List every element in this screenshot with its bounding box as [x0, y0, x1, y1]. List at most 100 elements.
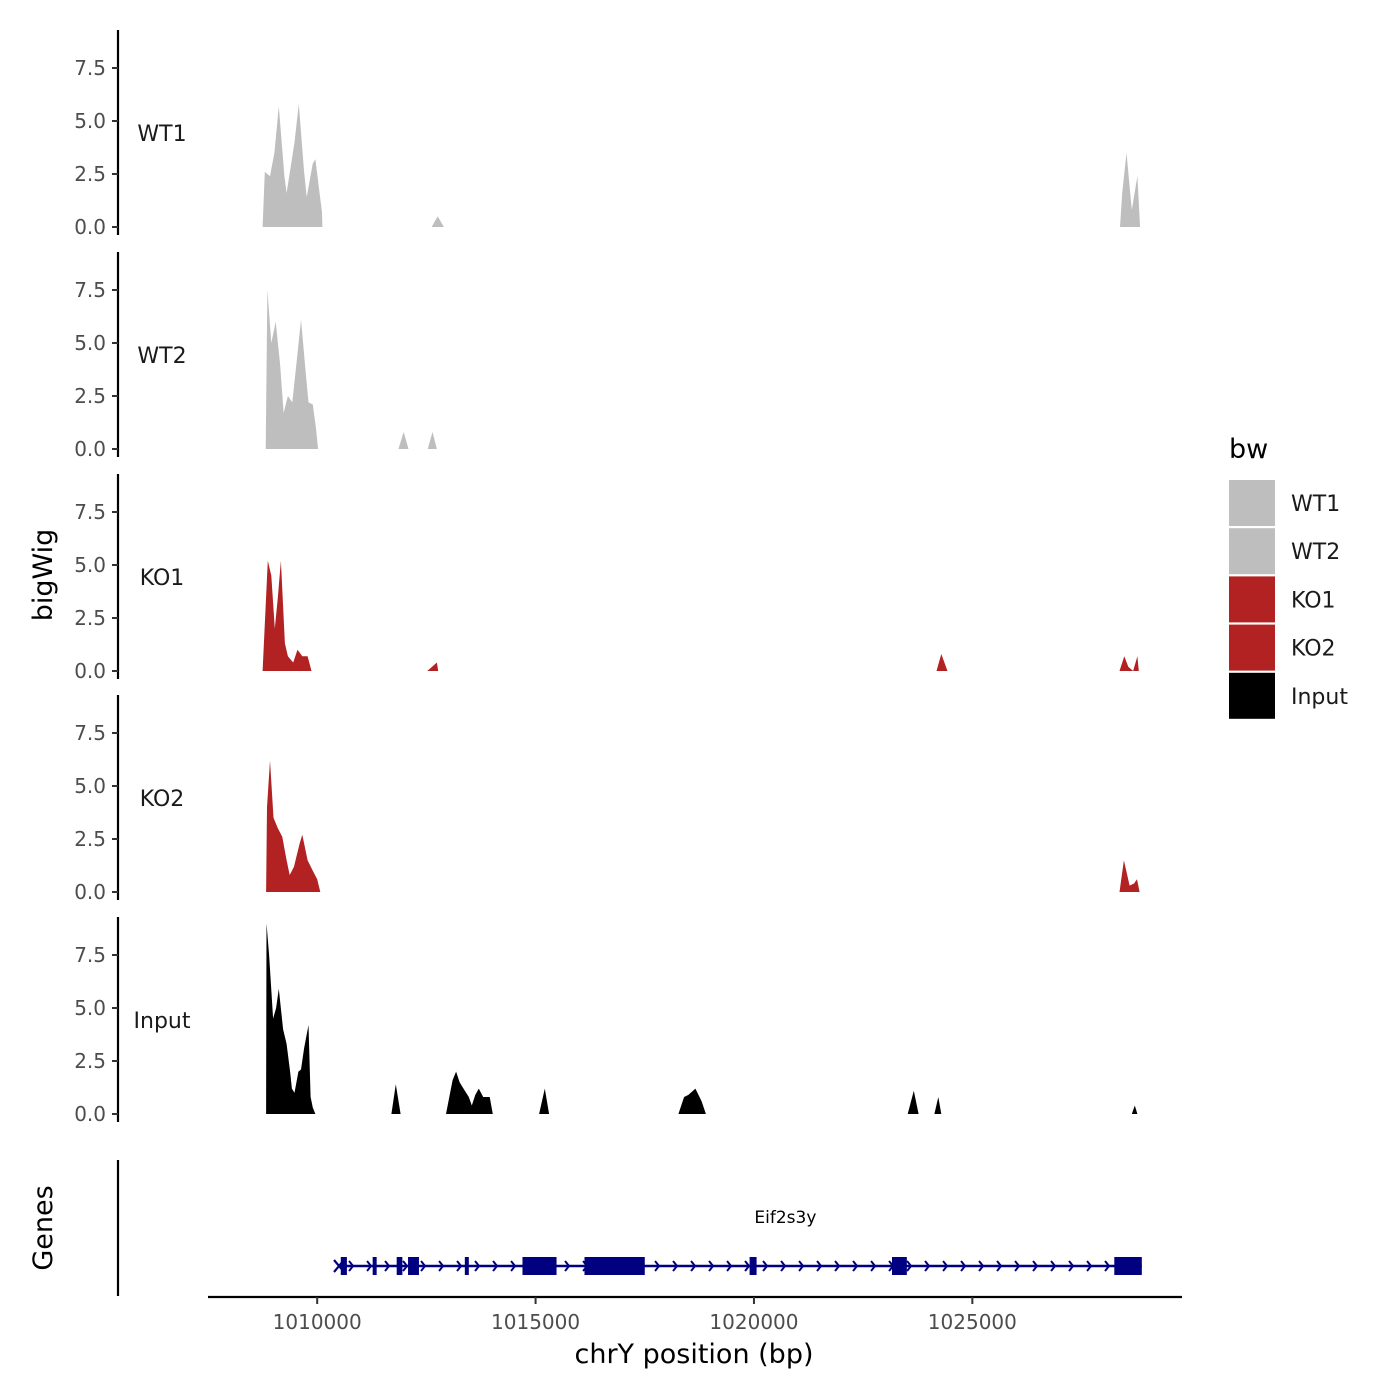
strand-arrow — [744, 1260, 751, 1272]
legend-swatch — [1229, 528, 1275, 575]
track-input: 0.0 2.5 5.0 7.5 Input — [74, 917, 1138, 1126]
signal-area-input — [266, 923, 1138, 1114]
signal-area-ko1 — [262, 560, 1139, 671]
y-tick-label: 5.0 — [74, 331, 106, 355]
signal-area-wt1 — [262, 104, 1141, 227]
legend-label: WT1 — [1291, 492, 1340, 517]
legend-item-wt2: WT2 — [1229, 528, 1340, 575]
signal-area-ko2 — [266, 760, 1140, 892]
y-tick-label: 2.5 — [74, 1049, 106, 1073]
y-tick-label: 5.0 — [74, 109, 106, 133]
strand-arrow — [726, 1260, 733, 1272]
y-tick-label: 7.5 — [74, 500, 106, 524]
strand-arrow — [690, 1260, 697, 1272]
track-label: WT1 — [137, 122, 186, 147]
x-tick-label: 1010000 — [273, 1310, 362, 1334]
strand-arrow — [780, 1260, 787, 1272]
legend-swatch — [1229, 624, 1275, 671]
strand-arrow — [402, 1260, 409, 1272]
legend-label: KO1 — [1291, 588, 1336, 613]
signal-tracks: 0.0 2.5 5.0 7.5 WT1 0.0 2.5 5.0 7.5 WT2 0.0 2.5 5.0 7… — [74, 30, 1141, 1126]
x-tick-label: 1015000 — [491, 1310, 580, 1334]
x-axis: 1010000 1015000 1020000 1025000 — [208, 1295, 1182, 1334]
strand-arrow — [420, 1260, 427, 1272]
strand-arrow — [1050, 1260, 1057, 1272]
y-axis-title: bigWig — [28, 529, 59, 622]
strand-arrow — [852, 1260, 859, 1272]
track-label: Input — [134, 1009, 191, 1034]
strand-arrow — [384, 1260, 391, 1272]
legend-label: Input — [1291, 685, 1348, 710]
exon — [522, 1257, 557, 1275]
track-label: WT2 — [137, 344, 186, 369]
legend-title: bw — [1229, 434, 1268, 465]
exon — [584, 1257, 645, 1275]
strand-arrow — [870, 1260, 877, 1272]
exon — [1114, 1257, 1142, 1275]
y-tick-label: 0.0 — [74, 1102, 106, 1126]
legend: bw WT1 WT2 KO1 KO2 Input — [1229, 434, 1348, 719]
x-axis-title: chrY position (bp) — [574, 1339, 813, 1370]
y-tick-label: 0.0 — [74, 880, 106, 904]
legend-swatch — [1229, 672, 1275, 719]
track-wt1: 0.0 2.5 5.0 7.5 WT1 — [74, 30, 1141, 239]
strand-arrow — [492, 1260, 499, 1272]
track-label: KO1 — [140, 566, 185, 591]
legend-label: KO2 — [1291, 637, 1336, 662]
strand-arrow — [564, 1260, 571, 1272]
track-ko1: 0.0 2.5 5.0 7.5 KO1 — [74, 474, 1139, 683]
y-tick-label: 7.5 — [74, 56, 106, 80]
strand-arrow — [474, 1260, 481, 1272]
exon — [891, 1257, 907, 1275]
exon — [340, 1257, 347, 1275]
gene-name-label: Eif2s3y — [754, 1208, 816, 1228]
exon — [372, 1257, 377, 1275]
legend-item-ko2: KO2 — [1229, 624, 1336, 671]
y-tick-label: 2.5 — [74, 606, 106, 630]
x-tick-label: 1020000 — [709, 1310, 798, 1334]
exon — [749, 1257, 757, 1275]
strand-arrow — [438, 1260, 445, 1272]
y-tick-label: 2.5 — [74, 384, 106, 408]
strand-arrow — [996, 1260, 1003, 1272]
y-tick-label: 2.5 — [74, 827, 106, 851]
y-tick-label: 7.5 — [74, 278, 106, 302]
y-tick-label: 5.0 — [74, 553, 106, 577]
y-tick-label: 2.5 — [74, 162, 106, 186]
legend-swatch — [1229, 576, 1275, 623]
legend-swatch — [1229, 480, 1275, 526]
genes-axis-title: Genes — [28, 1185, 59, 1270]
strand-arrow — [978, 1260, 985, 1272]
strand-arrow — [1014, 1260, 1021, 1272]
strand-arrow — [906, 1260, 913, 1272]
y-tick-label: 0.0 — [74, 437, 106, 461]
strand-arrow — [762, 1260, 769, 1272]
strand-arrow — [510, 1260, 517, 1272]
strand-arrow — [942, 1260, 949, 1272]
legend-item-wt1: WT1 — [1229, 480, 1340, 526]
strand-arrow — [924, 1260, 931, 1272]
track-label: KO2 — [140, 787, 185, 812]
strand-arrow — [960, 1260, 967, 1272]
gene-panel: Eif2s3y — [116, 1160, 1142, 1296]
signal-area-wt2 — [265, 290, 437, 449]
strand-arrow — [348, 1260, 355, 1272]
strand-arrow — [708, 1260, 715, 1272]
strand-arrow — [1086, 1260, 1093, 1272]
y-tick-label: 0.0 — [74, 215, 106, 239]
y-tick-label: 7.5 — [74, 943, 106, 967]
x-tick-label: 1025000 — [928, 1310, 1017, 1334]
y-tick-label: 5.0 — [74, 996, 106, 1020]
exon — [408, 1257, 419, 1275]
exon — [396, 1257, 403, 1275]
strand-arrow — [456, 1260, 463, 1272]
track-ko2: 0.0 2.5 5.0 7.5 KO2 — [74, 695, 1140, 904]
y-tick-label: 0.0 — [74, 659, 106, 683]
strand-arrow — [366, 1260, 373, 1272]
legend-label: WT2 — [1291, 540, 1340, 565]
strand-arrow — [1068, 1260, 1075, 1272]
strand-arrow — [816, 1260, 823, 1272]
legend-item-input: Input — [1229, 672, 1348, 719]
strand-arrow — [834, 1260, 841, 1272]
